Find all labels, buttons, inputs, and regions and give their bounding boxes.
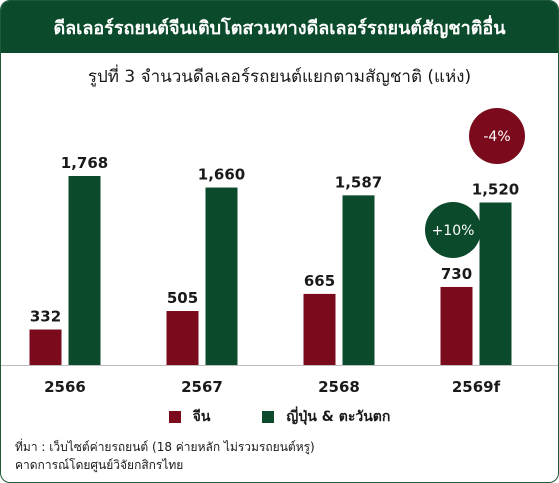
- footnote: ที่มา : เว็บไซต์ค่ายรถยนต์ (18 ค่ายหลัก …: [15, 438, 545, 474]
- x-tick-label-2568: 2568: [318, 378, 360, 396]
- change-bubble-japan-west-label: -4%: [483, 129, 510, 145]
- data-label-japan-west-2568: 1,587: [335, 173, 382, 191]
- data-label-china-2569f: 730: [441, 265, 472, 283]
- change-bubble-china: [425, 202, 481, 258]
- data-label-china-2567: 505: [167, 289, 198, 307]
- legend-item-japan-west: ญี่ปุ่น & ตะวันตก: [262, 406, 390, 428]
- bar-china-2566: [29, 329, 62, 365]
- change-bubble-japan-west: [469, 108, 525, 164]
- footnote-source: ที่มา : เว็บไซต์ค่ายรถยนต์ (18 ค่ายหลัก …: [15, 440, 315, 454]
- legend-swatch-japan-west: [262, 411, 275, 423]
- bar-china-2567: [166, 311, 199, 365]
- bar-japan-west-2568: [342, 195, 375, 365]
- page-title: ดีลเลอร์รถยนต์จีนเติบโตสวนทางดีลเลอร์รถย…: [1, 1, 558, 53]
- legend-swatch-china: [168, 411, 181, 423]
- legend-label-japan-west: ญี่ปุ่น & ตะวันตก: [286, 409, 391, 425]
- legend-item-china: จีน: [168, 406, 211, 428]
- bar-japan-west-2567: [205, 187, 238, 365]
- chart-legend: จีน ญี่ปุ่น & ตะวันตก: [1, 405, 558, 429]
- change-bubble-china-label: +10%: [432, 223, 475, 239]
- footnote-forecast: คาดการณ์โดยศูนย์วิจัยกสิกรไทย: [15, 458, 184, 472]
- legend-label-china: จีน: [192, 409, 211, 425]
- data-label-japan-west-2567: 1,660: [198, 166, 245, 184]
- bar-japan-west-2569f: [479, 202, 512, 365]
- data-label-china-2568: 665: [304, 272, 335, 290]
- bar-chart: 332 1,768 2566 505 1,660 2567 665 1,587 2568 730 1…: [1, 108, 558, 396]
- data-label-japan-west-2566: 1,768: [61, 154, 108, 172]
- bar-japan-west-2566: [68, 176, 101, 365]
- bar-china-2568: [303, 293, 336, 365]
- bar-china-2569f: [440, 286, 473, 365]
- data-label-china-2566: 332: [30, 308, 61, 326]
- data-label-japan-west-2569f: 1,520: [472, 181, 519, 199]
- x-tick-label-2567: 2567: [181, 378, 223, 396]
- x-tick-label-2569f: 2569f: [452, 378, 501, 396]
- chart-title: รูปที่ 3 จำนวนดีลเลอร์รถยนต์แยกตามสัญชาต…: [87, 67, 472, 87]
- x-tick-label-2566: 2566: [44, 378, 86, 396]
